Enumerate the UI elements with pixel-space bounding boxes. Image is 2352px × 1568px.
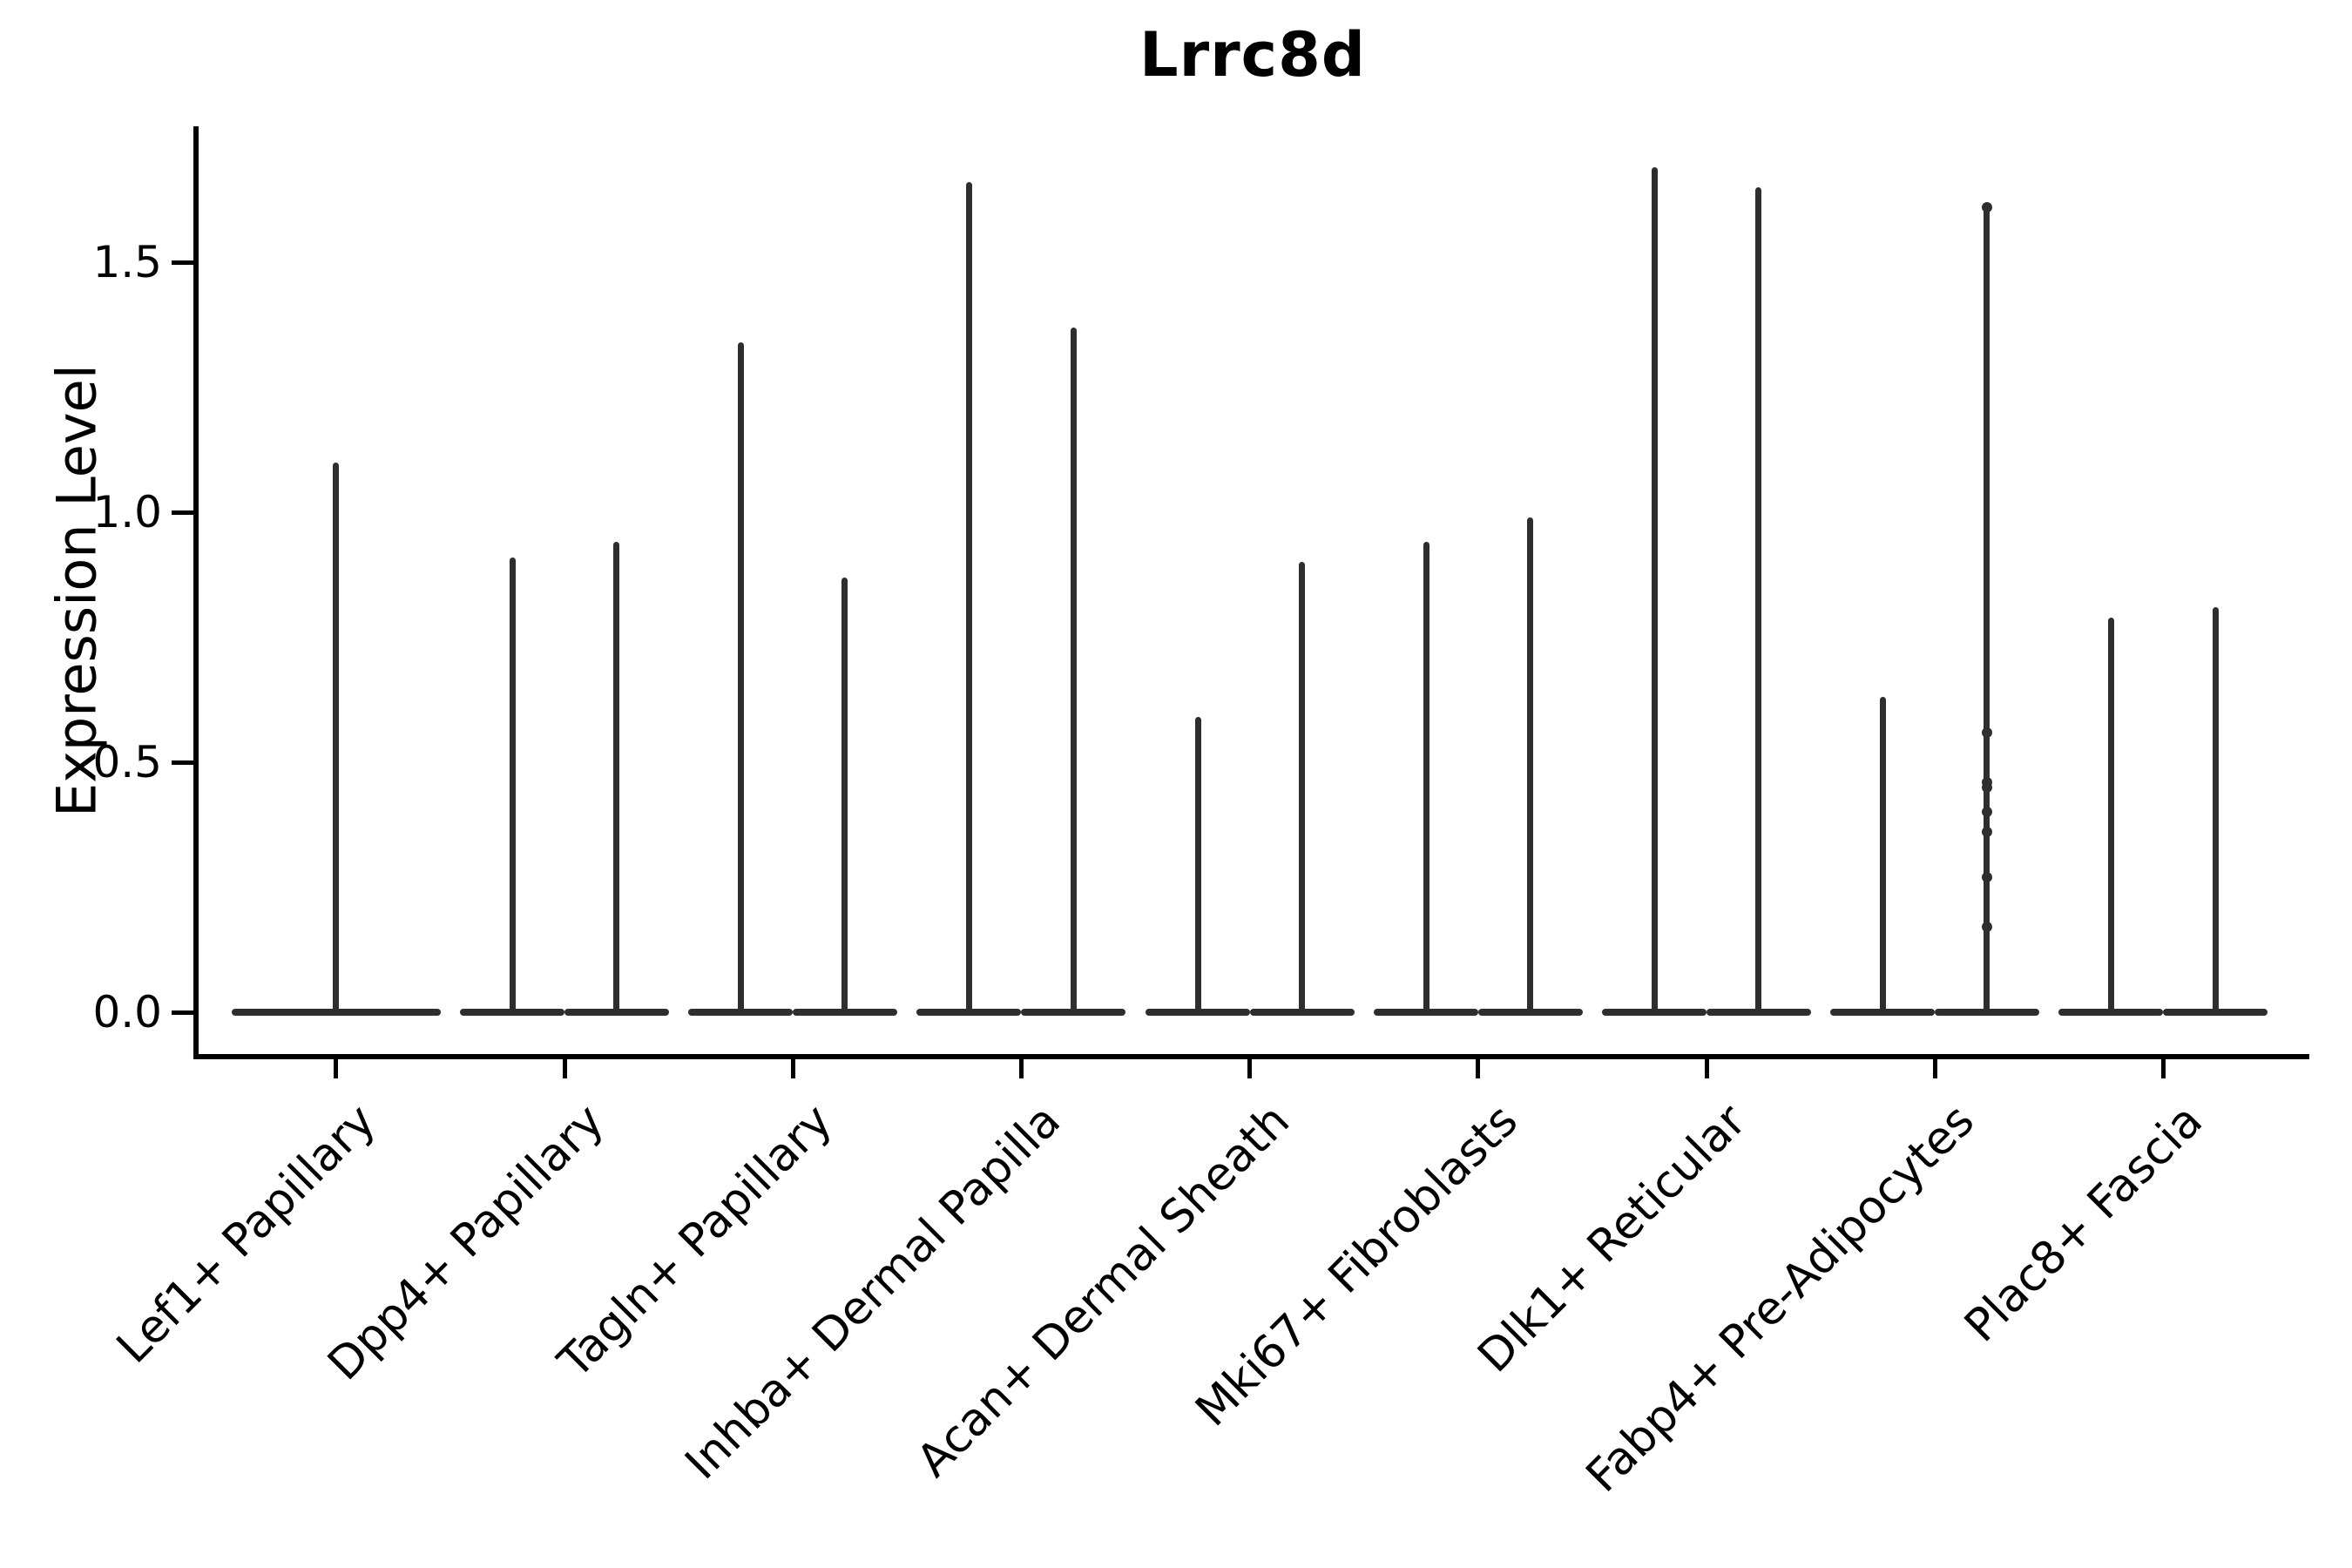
violin-spike (1880, 697, 1887, 1012)
violin-spike (1755, 186, 1762, 1012)
y-tick (172, 1010, 194, 1015)
jitter-point (1981, 201, 1992, 213)
violin-base (916, 1009, 1022, 1016)
violin-base (1830, 1009, 1936, 1016)
violin-base (1477, 1009, 1583, 1016)
x-tick (1247, 1059, 1253, 1078)
violin-spike (1526, 517, 1533, 1012)
y-tick (172, 260, 194, 265)
violin-spike (2108, 617, 2115, 1012)
y-tick-label: 0.0 (92, 987, 162, 1037)
violin-spike (1984, 206, 1990, 1012)
violin-base (564, 1009, 669, 1016)
x-tick (790, 1059, 795, 1078)
bottom-axis-spine (193, 1054, 2309, 1059)
violin-base (2058, 1009, 2164, 1016)
violin-base (1935, 1009, 2040, 1016)
y-tick-label: 1.0 (92, 487, 162, 537)
violin-base (793, 1009, 898, 1016)
x-tick (1932, 1059, 1937, 1078)
violin-spike (1298, 562, 1305, 1012)
violin-base (688, 1009, 794, 1016)
jitter-point (1981, 872, 1992, 883)
violin-spike (1423, 542, 1429, 1012)
violin-base (1249, 1009, 1355, 1016)
violin-spike (613, 542, 620, 1012)
violin-spike (841, 577, 848, 1012)
violin-base (1602, 1009, 1707, 1016)
violin-spike (966, 182, 973, 1012)
y-tick-label: 0.5 (92, 737, 162, 787)
y-tick (172, 510, 194, 515)
x-tick-label: Plac8+ Fascia (1955, 1094, 2213, 1353)
x-tick (2160, 1059, 2166, 1078)
x-tick (1476, 1059, 1481, 1078)
violin-spike (738, 341, 745, 1012)
violin-spike (509, 557, 516, 1012)
jitter-point (1981, 727, 1992, 738)
violin-base (1707, 1009, 1811, 1016)
x-tick-label: Acan+ Dermal Sheath (906, 1094, 1300, 1488)
violin-base (231, 1009, 441, 1016)
jitter-point (1981, 781, 1992, 793)
violin-base (1145, 1009, 1250, 1016)
jitter-point (1981, 807, 1992, 818)
violin-spike (333, 462, 340, 1012)
violin-spike (1194, 717, 1201, 1012)
x-tick (562, 1059, 567, 1078)
y-tick-label: 1.5 (92, 237, 162, 287)
jitter-point (1981, 922, 1992, 933)
y-tick (172, 760, 194, 765)
x-tick (1704, 1059, 1709, 1078)
violin-base (1021, 1009, 1126, 1016)
x-tick-label: Inhba+ Dermal Papilla (675, 1094, 1071, 1490)
violin-base (1373, 1009, 1478, 1016)
violin-base (460, 1009, 564, 1016)
x-tick-label: Fabp4+ Pre-Adipocytes (1576, 1094, 1985, 1503)
left-axis-spine (193, 126, 199, 1059)
violin-spike (2212, 607, 2219, 1012)
violin-base (2163, 1009, 2268, 1016)
violin-spike (1651, 166, 1658, 1012)
x-tick (334, 1059, 339, 1078)
x-tick (1018, 1059, 1024, 1078)
jitter-point (1981, 827, 1992, 838)
violin-spike (1070, 327, 1077, 1012)
plot-title: Lrrc8d (1139, 19, 1366, 91)
